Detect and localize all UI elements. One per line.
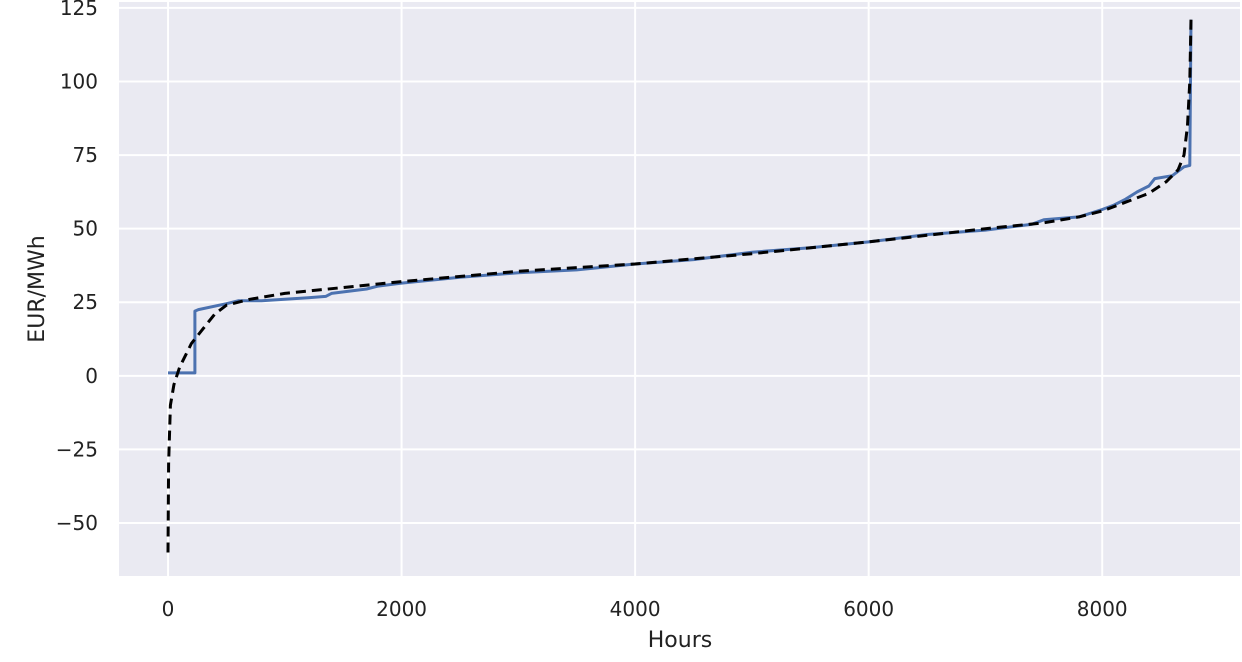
- dashed-series-line: [166, 19, 1193, 553]
- y-tick-label: −25: [56, 437, 98, 461]
- y-tick-label: 50: [73, 217, 98, 241]
- x-axis-label: Hours: [648, 628, 712, 653]
- y-tick-label: 25: [73, 290, 98, 314]
- plot-background: [119, 2, 1240, 576]
- grid: [119, 2, 1240, 576]
- x-tick-label: 2000: [376, 597, 427, 621]
- y-tick-label: 75: [73, 143, 98, 167]
- x-tick-label: 6000: [843, 597, 894, 621]
- y-tick-label: 100: [60, 69, 98, 93]
- y-axis-label: EUR/MWh: [25, 235, 50, 342]
- y-tick-label: 125: [60, 0, 98, 20]
- y-tick-label: −50: [56, 511, 98, 535]
- series-layer: [166, 19, 1193, 553]
- x-tick-labels: 0 2000 4000 6000 8000: [162, 597, 1128, 621]
- y-tick-labels: −50 −25 0 25 50 75 100 125: [56, 0, 98, 535]
- x-tick-label: 0: [162, 597, 175, 621]
- x-tick-label: 4000: [610, 597, 661, 621]
- x-tick-label: 8000: [1077, 597, 1128, 621]
- y-tick-label: 0: [85, 364, 98, 388]
